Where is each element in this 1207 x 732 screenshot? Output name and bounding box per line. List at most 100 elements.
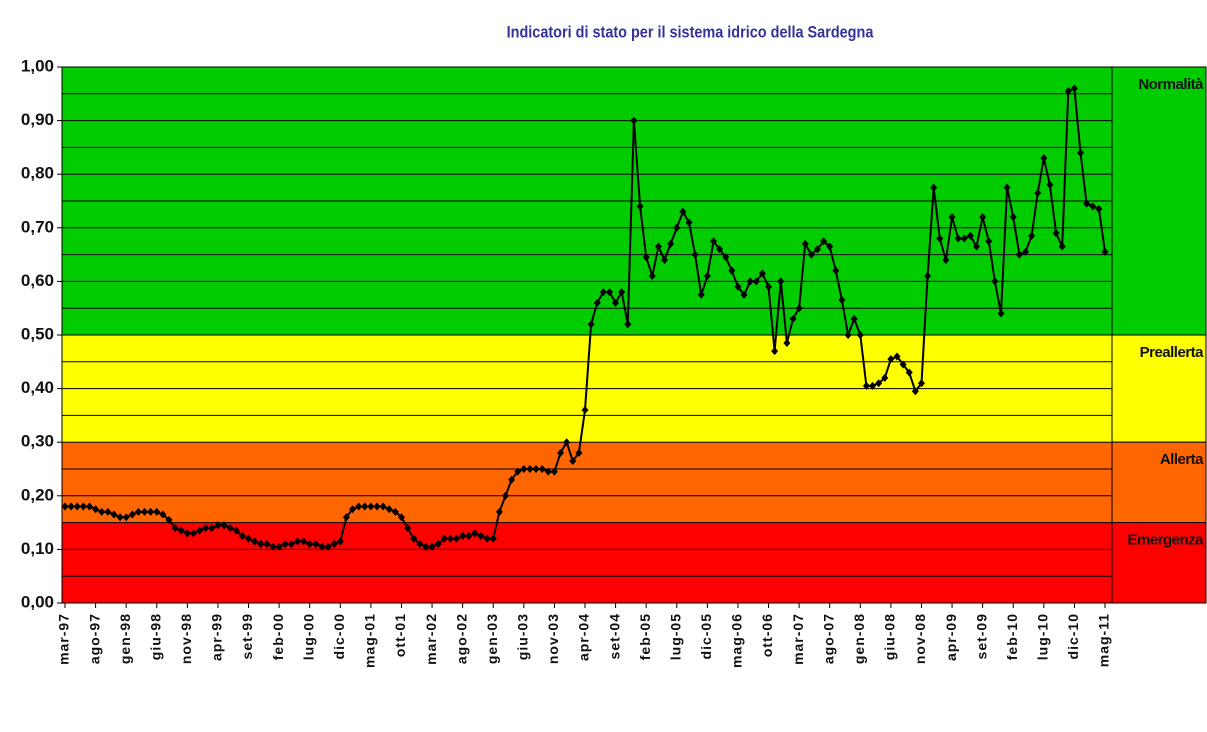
x-tick-label: set-99 xyxy=(239,613,255,659)
marker xyxy=(691,250,699,259)
marker xyxy=(1046,180,1054,189)
marker xyxy=(79,502,87,511)
x-tick-label: lug-10 xyxy=(1035,613,1051,660)
marker xyxy=(789,314,797,323)
x-tick-label: gen-03 xyxy=(484,613,500,664)
marker xyxy=(508,475,516,484)
marker xyxy=(979,213,987,222)
marker xyxy=(783,339,791,348)
zone-legend xyxy=(1111,522,1207,604)
marker xyxy=(813,245,821,254)
marker xyxy=(740,290,748,299)
marker xyxy=(465,532,473,540)
marker xyxy=(349,505,357,514)
marker xyxy=(875,379,883,388)
marker xyxy=(642,253,650,262)
marker xyxy=(765,282,773,291)
x-tick-label: giu-08 xyxy=(882,613,898,660)
marker xyxy=(373,502,381,511)
marker xyxy=(1009,213,1017,222)
marker xyxy=(404,523,412,532)
y-tick-label: 0,30 xyxy=(21,432,54,451)
x-tick-label: lug-05 xyxy=(667,613,683,660)
marker xyxy=(251,537,259,546)
x-tick-label: mar-02 xyxy=(423,613,439,665)
x-tick-label: ago-97 xyxy=(86,613,102,664)
marker xyxy=(165,515,173,524)
marker xyxy=(581,406,589,415)
marker xyxy=(98,507,106,516)
x-tick-label: nov-08 xyxy=(912,613,928,664)
marker xyxy=(869,381,877,390)
marker xyxy=(453,534,461,543)
marker xyxy=(1083,199,1091,208)
marker xyxy=(991,277,999,286)
y-tick-label: 0,90 xyxy=(21,110,54,129)
marker xyxy=(110,510,118,519)
zone-label: Emergenza xyxy=(1127,532,1204,549)
x-tick-label: apr-99 xyxy=(209,613,225,661)
x-tick-label: dic-10 xyxy=(1065,613,1081,659)
marker xyxy=(226,523,234,532)
marker xyxy=(557,448,565,457)
marker xyxy=(599,288,607,297)
marker xyxy=(159,510,167,519)
marker xyxy=(391,507,399,516)
marker xyxy=(128,510,136,519)
marker xyxy=(936,234,944,243)
x-tick-label: nov-98 xyxy=(178,613,194,664)
chart-title: Indicatori di stato per il sistema idric… xyxy=(507,23,874,41)
marker xyxy=(538,465,546,473)
marker xyxy=(1028,231,1036,240)
marker xyxy=(257,540,265,549)
x-tick-label: set-09 xyxy=(973,613,989,659)
marker xyxy=(147,507,155,516)
marker xyxy=(826,242,834,251)
zone-band xyxy=(62,442,1112,523)
zone-label: Allerta xyxy=(1160,451,1204,468)
marker xyxy=(648,272,656,281)
marker xyxy=(73,502,81,511)
y-tick-label: 0,80 xyxy=(21,164,54,183)
marker xyxy=(92,505,100,514)
marker xyxy=(324,542,332,551)
marker xyxy=(550,467,558,476)
marker xyxy=(612,298,620,307)
x-tick-label: gen-08 xyxy=(851,613,867,664)
marker xyxy=(771,347,779,356)
marker xyxy=(385,505,393,514)
marker xyxy=(428,542,436,551)
marker xyxy=(654,242,662,251)
marker xyxy=(446,534,454,543)
marker xyxy=(177,526,185,535)
marker xyxy=(312,540,320,549)
marker xyxy=(495,507,503,516)
marker xyxy=(526,465,534,473)
marker xyxy=(661,255,669,264)
marker xyxy=(544,467,552,476)
marker xyxy=(942,255,950,264)
x-tick-label: ott-01 xyxy=(392,613,408,657)
marker xyxy=(973,242,981,251)
marker xyxy=(667,239,675,248)
marker xyxy=(514,467,522,476)
marker xyxy=(820,237,828,246)
marker xyxy=(183,529,191,538)
marker xyxy=(917,379,925,388)
x-tick-label: ott-06 xyxy=(759,613,775,657)
marker xyxy=(563,438,571,447)
marker xyxy=(1015,250,1023,259)
marker xyxy=(471,529,479,538)
marker xyxy=(355,502,363,511)
marker xyxy=(832,266,840,275)
y-tick-label: 0,00 xyxy=(21,592,54,611)
marker xyxy=(269,542,277,551)
x-tick-label: ago-07 xyxy=(820,613,836,664)
marker xyxy=(532,465,540,473)
marker xyxy=(361,502,369,511)
x-tick-label: apr-09 xyxy=(943,613,959,661)
marker xyxy=(722,253,730,262)
zone-label: Normalità xyxy=(1138,76,1204,93)
y-tick-label: 0,10 xyxy=(21,539,54,558)
marker xyxy=(330,540,338,549)
